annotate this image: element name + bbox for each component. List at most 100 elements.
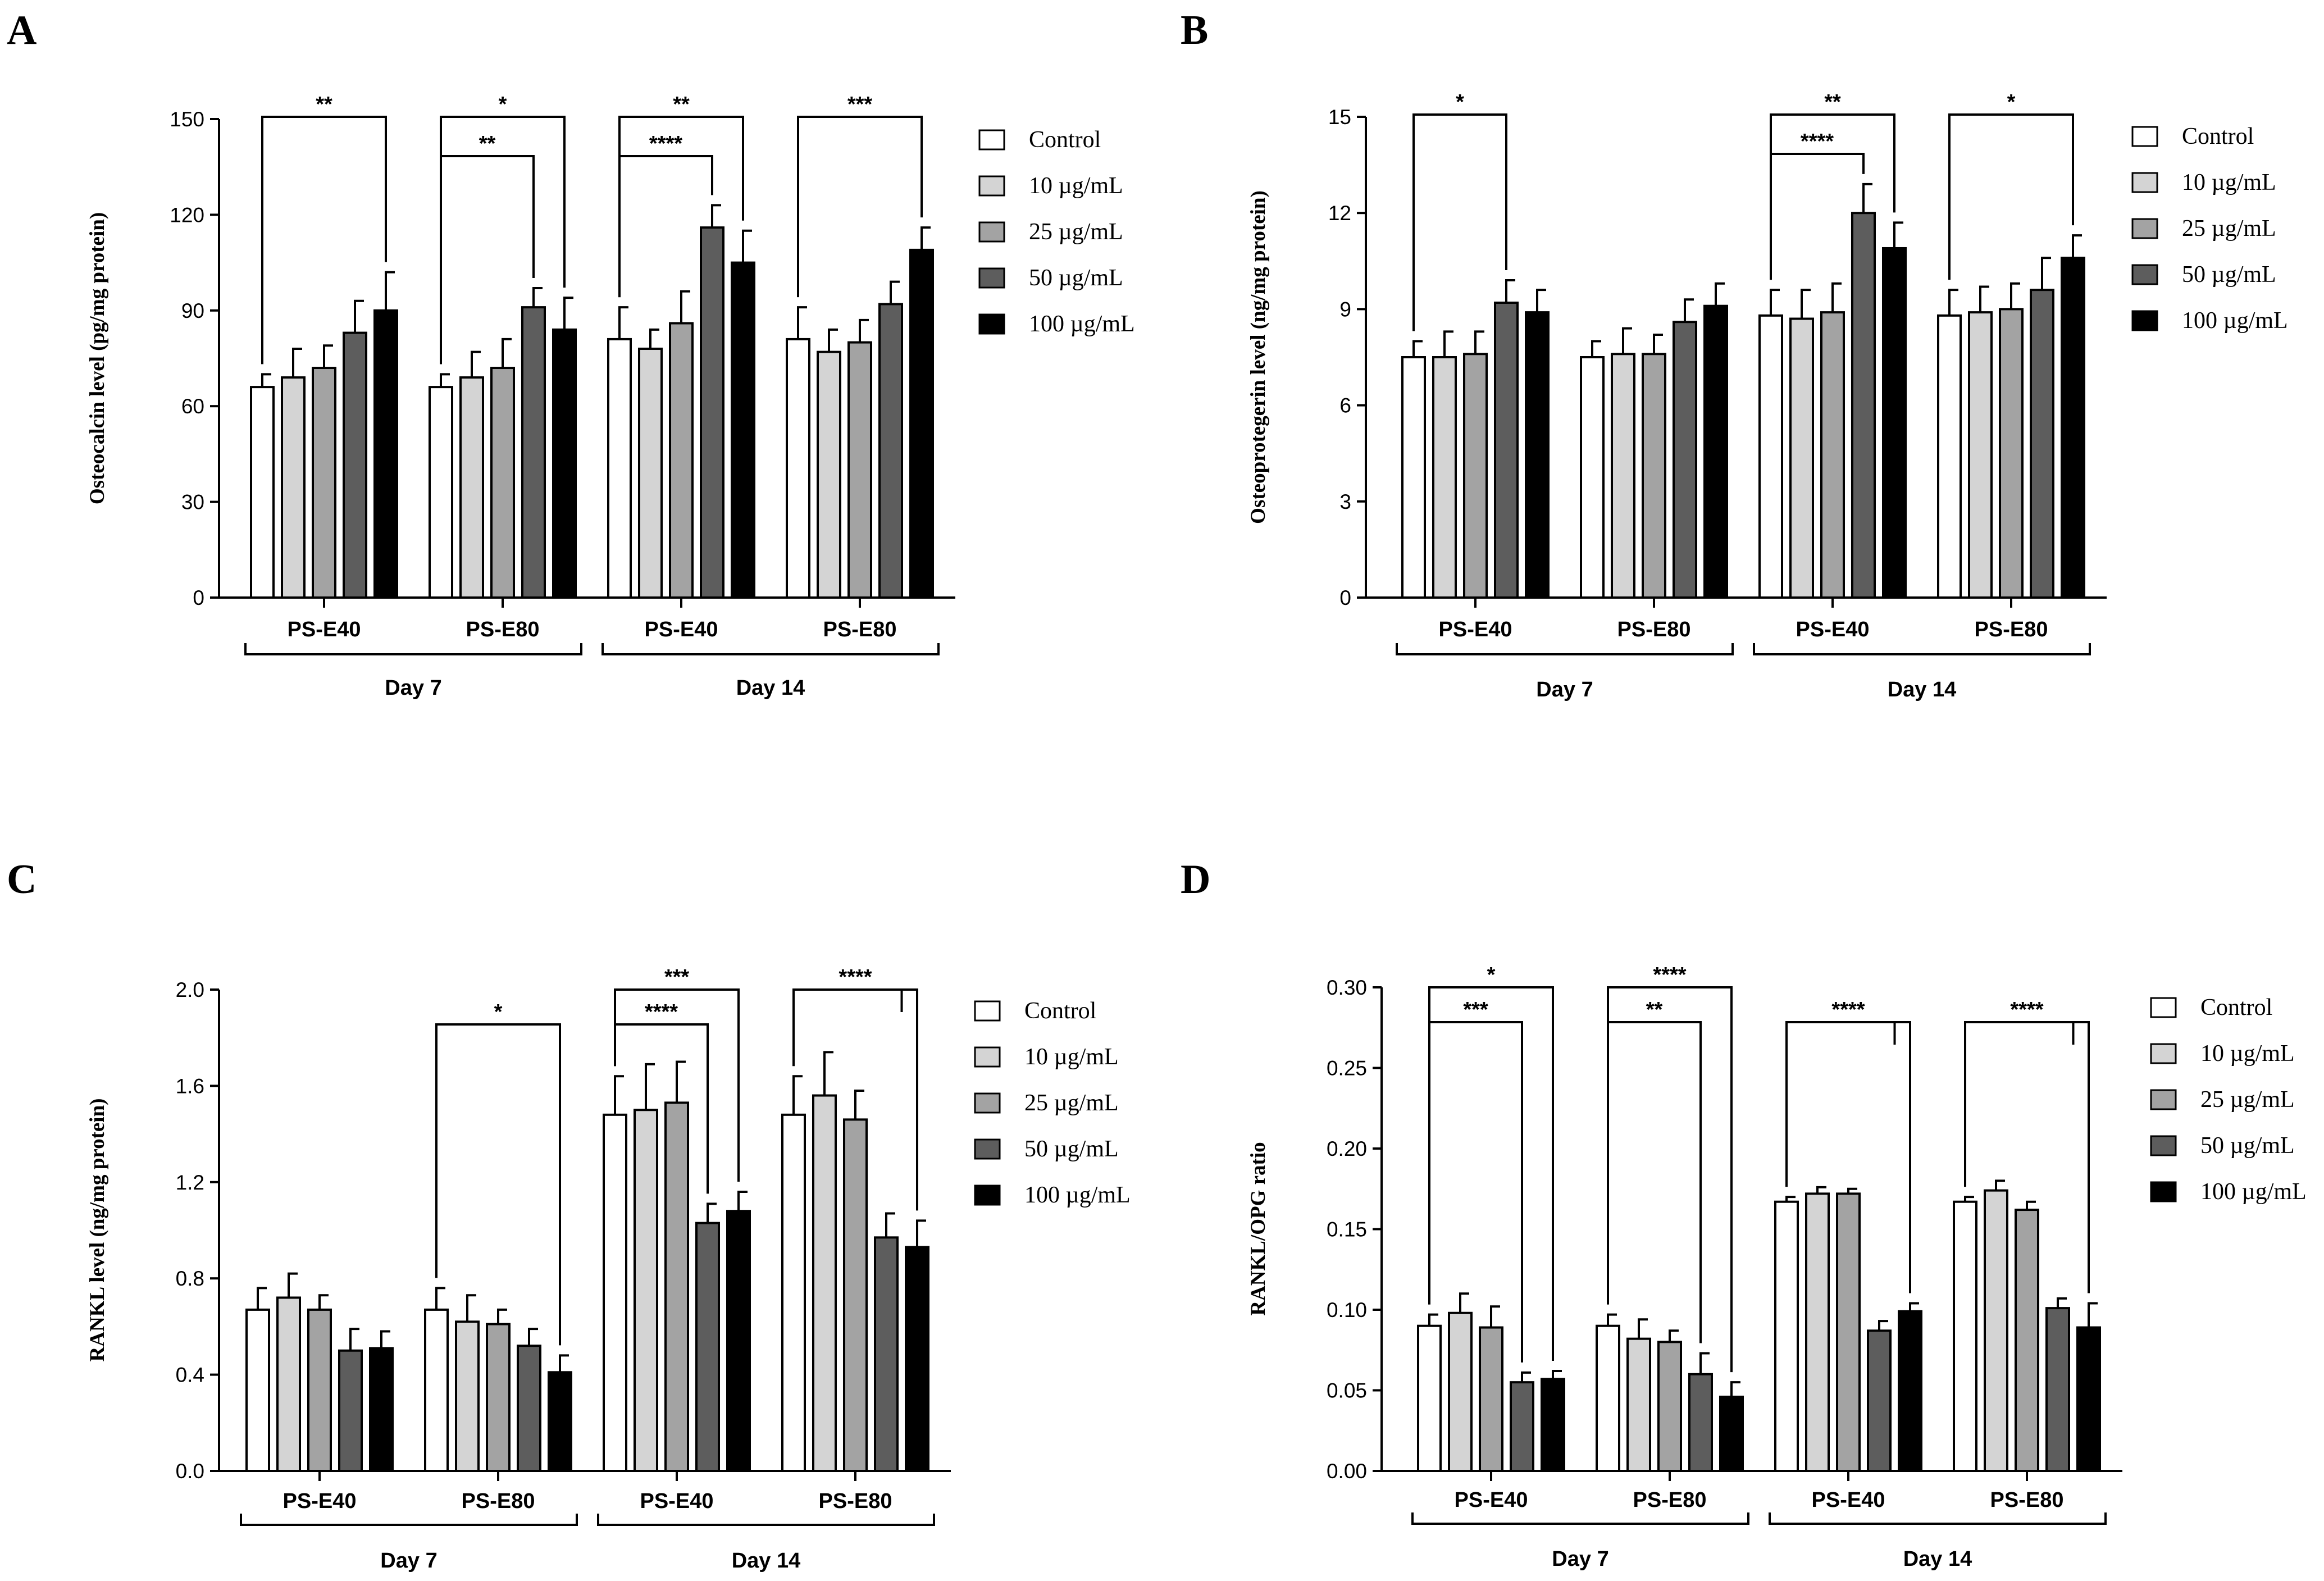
- panel-b-bar-control-cat4: [1937, 314, 1962, 599]
- panel-c-bar-50ugml-cat3: [695, 1222, 720, 1473]
- panel-b-bar-control-cat1: [1401, 356, 1426, 599]
- panel-b-legend-label-100ugml: 100 µg/mL: [2182, 308, 2288, 334]
- panel-b-bar-control-cat3: [1758, 314, 1783, 599]
- panel-d-significance-bracket: [1428, 986, 1554, 1361]
- panel-b-bar-25ugml-cat1: [1463, 353, 1488, 599]
- panel-c-legend-label-25ugml: 25 µg/mL: [1024, 1090, 1119, 1116]
- panel-d-bar-25ugml-cat1: [1479, 1326, 1503, 1473]
- panel-c-bar-10ugml-cat4: [812, 1094, 837, 1473]
- panel-a-y-tick-label: 0: [193, 586, 204, 609]
- panel-a-bar-50ugml-cat2: [521, 306, 546, 599]
- panel-a-significance-label: **: [316, 93, 332, 116]
- panel-c-bar-50ugml-cat1: [338, 1349, 363, 1472]
- panel-b-legend-swatch-25ugml: [2131, 218, 2158, 239]
- panel-b-significance-bracket: [1412, 113, 1507, 331]
- panel-d-significance-label: ****: [1653, 963, 1686, 987]
- panel-c-legend-swatch-50ugml: [974, 1138, 1001, 1160]
- panel-d-bar-50ugml-cat4: [2045, 1307, 2070, 1472]
- panel-b-bar-control-cat2: [1580, 356, 1605, 599]
- panel-a-significance-label: **: [479, 132, 496, 156]
- panel-a-significance-label: **: [673, 93, 690, 116]
- panel-d-significance-bracket: [1607, 986, 1733, 1373]
- panel-b-significance-label: ****: [1801, 130, 1834, 153]
- panel-c-legend-label-50ugml: 50 µg/mL: [1024, 1136, 1119, 1162]
- panel-d: D 0.00 0.05 0.10 0.15 0.20 0.25 0.30 RANKL/OPG r…: [1181, 856, 2307, 1571]
- panel-d-legend-swatch-control: [2150, 997, 2177, 1018]
- panel-c-bar-25ugml-cat2: [486, 1323, 511, 1472]
- panel-d-bar-100ugml-cat3: [1898, 1310, 1922, 1473]
- panel-d-bar-50ugml-cat1: [1510, 1381, 1534, 1472]
- panel-b-y-tick-label: 3: [1339, 490, 1351, 513]
- panel-b-legend-swatch-100ugml: [2131, 310, 2158, 331]
- panel-c-category-label: PS-E80: [819, 1489, 892, 1513]
- panel-d-bar-25ugml-cat4: [2015, 1209, 2039, 1473]
- panel-d-y-tick-label: 0.25: [1327, 1057, 1367, 1080]
- panel-b-bar-10ugml-cat1: [1432, 356, 1457, 599]
- panel-a-category-label: PS-E40: [645, 618, 718, 641]
- panel-a-y-tick-label: 60: [181, 395, 204, 418]
- panel-c-letter: C: [7, 856, 37, 903]
- panel-c-day-bracket: [240, 1514, 578, 1526]
- panel-d-legend-label-25ugml: 25 µg/mL: [2200, 1087, 2295, 1113]
- panel-c-bar-50ugml-cat2: [517, 1345, 541, 1472]
- panel-a-category-label: PS-E40: [288, 618, 361, 641]
- panel-b-legend-label-25ugml: 25 µg/mL: [2182, 216, 2276, 242]
- panel-c-category-label: PS-E40: [283, 1489, 357, 1513]
- panel-d-y-axis-title: RANKL/OPG ratio: [1247, 1142, 1270, 1315]
- panel-a-legend-swatch-50ugml: [978, 267, 1005, 289]
- panel-d-significance-bracket: [1964, 1021, 2090, 1293]
- panel-b-day-label: Day 14: [1888, 678, 1957, 701]
- panel-c-legend-swatch-25ugml: [974, 1092, 1001, 1114]
- panel-c-bar-10ugml-cat1: [276, 1296, 301, 1472]
- panel-b-bar-100ugml-cat3: [1882, 247, 1907, 599]
- panel-a: A 0 30 60 90 120 150 Osteocalcin level (pg/mg p…: [7, 7, 1135, 700]
- panel-c-bar-10ugml-cat3: [634, 1109, 658, 1472]
- panel-d-legend-label-control: Control: [2200, 995, 2272, 1020]
- panel-c-bar-100ugml-cat3: [726, 1210, 751, 1472]
- panel-c-bar-50ugml-cat4: [874, 1236, 899, 1472]
- panel-b-y-tick-label: 6: [1339, 394, 1351, 417]
- panel-c-y-axis-title: RANKL level (ng/mg protein): [86, 1099, 109, 1362]
- panel-b-legend-swatch-50ugml: [2131, 264, 2158, 285]
- panel-d-legend-swatch-100ugml: [2150, 1181, 2177, 1202]
- panel-d-y-tick-label: 0.00: [1327, 1460, 1367, 1483]
- panel-d-significance-label: **: [1646, 998, 1663, 1022]
- panel-b-bar-25ugml-cat4: [1999, 308, 2024, 599]
- panel-a-significance-label: ****: [649, 132, 682, 156]
- panel-d-bar-100ugml-cat4: [2076, 1326, 2101, 1473]
- panel-c-significance-label: *: [494, 1000, 503, 1024]
- panel-d-y-tick-label: 0.20: [1327, 1137, 1367, 1160]
- panel-a-bar-control-cat3: [607, 338, 632, 599]
- panel-b-category-label: PS-E40: [1439, 618, 1512, 641]
- panel-d-bar-100ugml-cat1: [1541, 1378, 1565, 1472]
- panel-a-y-axis-title: Osteocalcin level (pg/mg protein): [86, 212, 109, 504]
- panel-a-legend-swatch-100ugml: [978, 313, 1005, 335]
- panel-d-significance-label: *: [1487, 963, 1496, 987]
- panel-b-bar-25ugml-cat3: [1820, 311, 1845, 599]
- panel-a-category-label: PS-E80: [466, 618, 540, 641]
- panel-b-significance-bracket: [1948, 113, 2074, 280]
- panel-b-bar-100ugml-cat4: [2061, 257, 2085, 599]
- panel-c-bar-control-cat2: [424, 1308, 449, 1473]
- panel-c-bar-25ugml-cat3: [664, 1101, 689, 1472]
- panel-d-category-label: PS-E80: [1633, 1488, 1707, 1512]
- panel-d-significance-label: ***: [1463, 998, 1488, 1022]
- panel-b-legend-swatch-10ugml: [2131, 172, 2158, 193]
- panel-d-category-label: PS-E40: [1812, 1488, 1885, 1512]
- panel-c-legend-swatch-control: [974, 1000, 1001, 1022]
- panel-d-bar-100ugml-cat2: [1719, 1395, 1744, 1472]
- panel-b-bar-100ugml-cat1: [1525, 311, 1550, 599]
- panel-a-legend-label-10ugml: 10 µg/mL: [1029, 173, 1123, 199]
- panel-d-day-label: Day 7: [1552, 1547, 1608, 1571]
- panel-b-category-label: PS-E80: [1975, 618, 2048, 641]
- panel-c-legend-swatch-100ugml: [974, 1184, 1001, 1206]
- panel-a-bar-25ugml-cat1: [312, 367, 336, 599]
- panel-a-bar-100ugml-cat2: [552, 328, 577, 599]
- panel-a-day-bracket: [601, 643, 940, 655]
- panel-a-legend-label-25ugml: 25 µg/mL: [1029, 219, 1123, 245]
- panel-d-bar-25ugml-cat2: [1657, 1341, 1682, 1472]
- panel-a-bar-control-cat2: [429, 386, 453, 599]
- panel-d-bar-control-cat3: [1774, 1200, 1799, 1472]
- panel-a-y-tick-label: 150: [170, 108, 204, 131]
- panel-c-legend-swatch-10ugml: [974, 1046, 1001, 1068]
